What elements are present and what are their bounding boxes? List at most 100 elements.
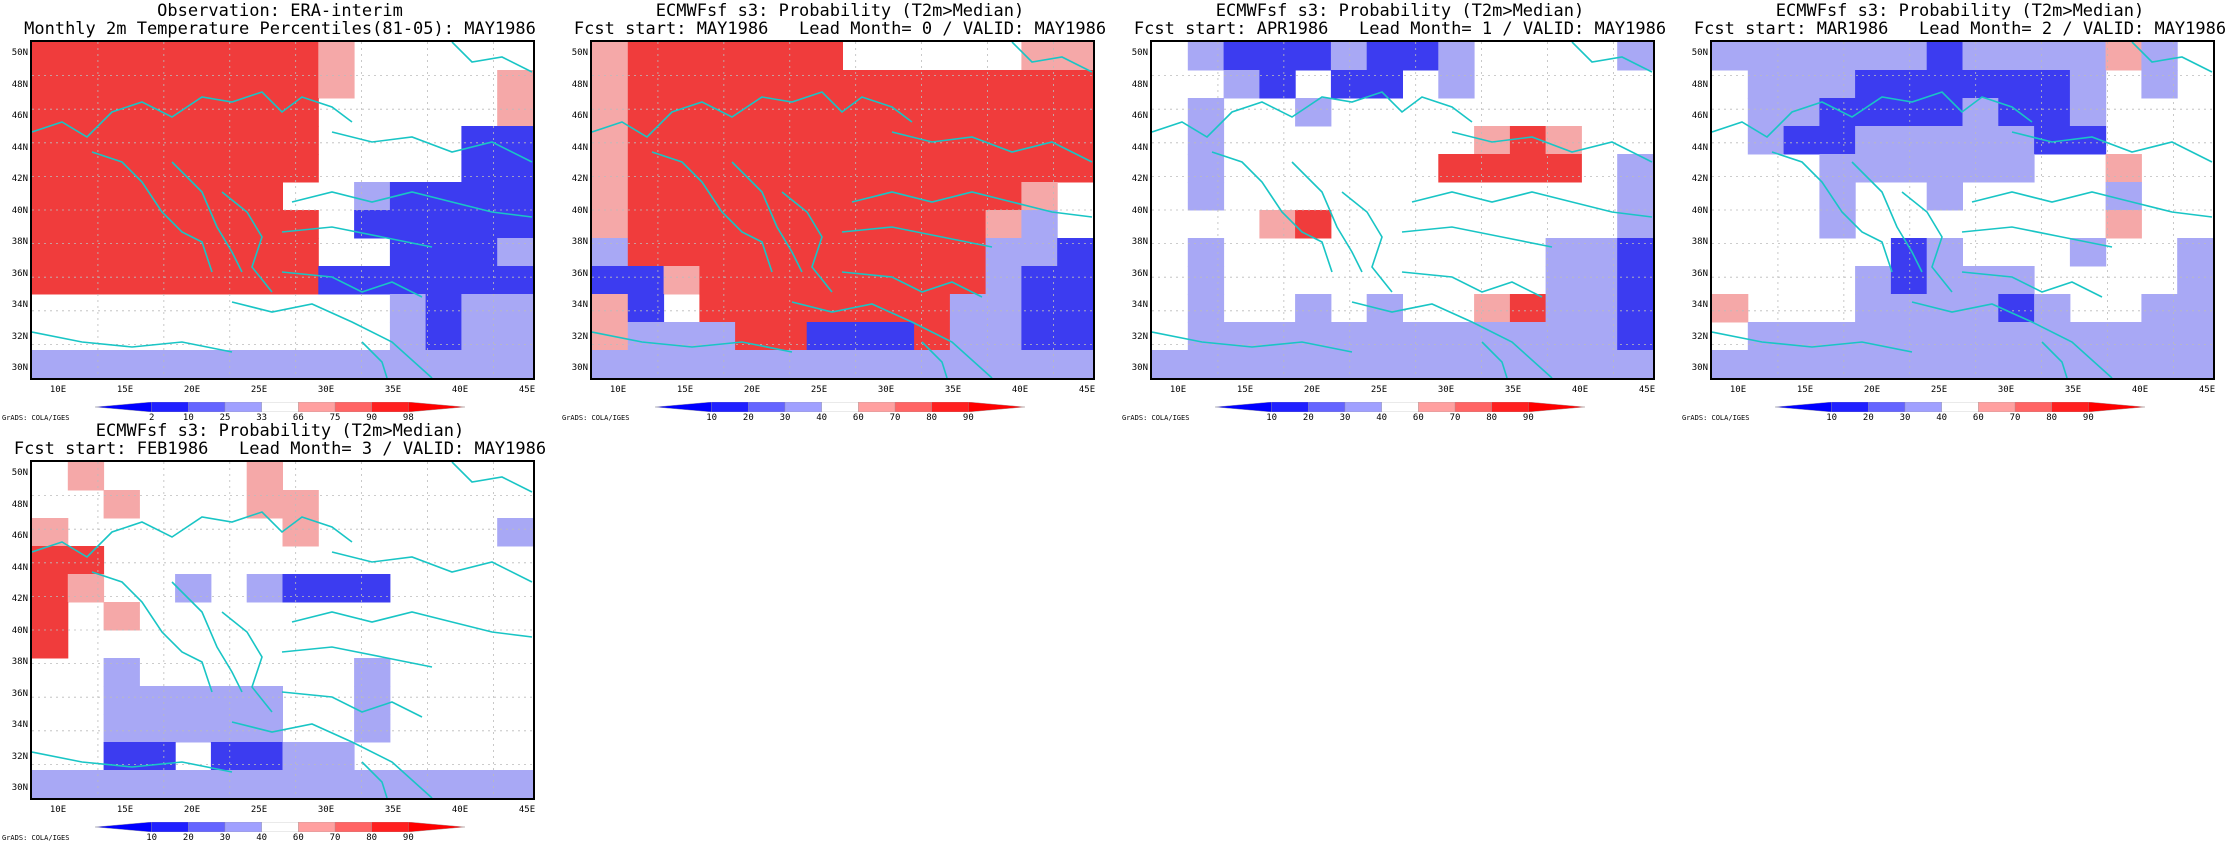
colorbar — [655, 402, 1025, 412]
grid-cell — [627, 42, 665, 71]
coastline — [361, 761, 388, 798]
colorbar-segment — [858, 402, 896, 412]
grid-cell — [1747, 98, 1785, 127]
grid-cell — [318, 742, 355, 771]
coastline — [32, 751, 233, 773]
grid-cell — [103, 714, 140, 743]
colorbar-segment — [968, 402, 1025, 412]
grid-cell — [1926, 126, 1963, 155]
grid-cell — [32, 182, 69, 211]
colorbar-segment — [95, 402, 152, 412]
longitude-label: 10E — [609, 385, 627, 395]
grid-cell — [914, 210, 951, 239]
grid-cell — [2177, 294, 2213, 323]
grid-cell — [1057, 70, 1093, 99]
latitude-label: 32N — [11, 751, 28, 762]
grid-cell — [103, 686, 140, 715]
grid-cell — [497, 182, 533, 211]
latitude-label: 30N — [11, 783, 28, 793]
grid-cell — [103, 70, 140, 99]
grid-cell — [246, 574, 283, 603]
colorbar — [95, 822, 465, 832]
latitude-label: 38N — [11, 237, 28, 247]
longitude-label: 45E — [2198, 385, 2216, 395]
grid-cell — [1021, 98, 1058, 127]
coastline — [2131, 42, 2213, 73]
grid-cell — [425, 322, 462, 351]
grid-cell — [1021, 154, 1058, 183]
grid-cell — [1617, 154, 1653, 183]
grid-cell — [497, 126, 533, 155]
grid-cell — [497, 322, 533, 351]
latitude-label: 44N — [571, 142, 588, 153]
grid-cell — [67, 210, 105, 239]
coastline — [231, 721, 433, 798]
grid-cell — [425, 238, 462, 267]
grid-cell — [67, 266, 105, 295]
grid-cell — [842, 126, 879, 155]
latitude-label: 32N — [11, 331, 28, 342]
grid-cell — [1581, 322, 1618, 351]
grid-cell — [1438, 70, 1475, 99]
grid-cell — [627, 266, 665, 295]
grid-cell — [103, 238, 140, 267]
grid-cell — [318, 70, 355, 99]
grid-cell — [1057, 266, 1093, 295]
latitude-label: 42N — [1691, 174, 1708, 184]
grid-cell — [842, 238, 879, 267]
longitude-label: 25E — [1370, 385, 1388, 395]
longitude-label: 40E — [1011, 385, 1029, 395]
coastline — [781, 191, 833, 293]
latitude-label: 36N — [571, 268, 588, 279]
grid-cell — [103, 126, 140, 155]
grid-cell — [592, 294, 629, 323]
grid-cell — [1998, 126, 2035, 155]
grid-cell — [175, 770, 212, 798]
colorbar-segment — [371, 402, 410, 412]
colorbar-segment — [188, 822, 226, 832]
grid-cell — [175, 714, 212, 743]
grid-cell — [497, 70, 533, 99]
grid-cell — [354, 686, 391, 715]
grid-cell — [497, 154, 533, 183]
grid-cell — [1057, 42, 1093, 71]
panel-title-line2: Fcst start: MAR1986 Lead Month= 2 / VALI… — [1693, 19, 2227, 39]
grid-cell — [32, 630, 69, 659]
grid-cell — [103, 658, 140, 687]
colorbar — [95, 402, 465, 412]
grid-cell — [806, 266, 843, 295]
grid-cell — [663, 98, 700, 127]
latitude-label: 42N — [11, 174, 28, 184]
longitude-label: 40E — [451, 805, 469, 815]
colorbar-segment — [298, 402, 336, 412]
grid-cell — [1962, 154, 1999, 183]
grid-cell — [878, 350, 915, 378]
colorbar-label: 40 — [1936, 413, 1948, 423]
grid-cell — [282, 770, 319, 798]
grid-cell — [1330, 42, 1368, 71]
grid-cell — [67, 126, 105, 155]
latitude-label: 30N — [1691, 363, 1708, 373]
grid-cell — [210, 770, 248, 798]
grid-cell — [389, 210, 427, 239]
grid-cell — [461, 350, 498, 378]
grid-cell — [2105, 210, 2142, 239]
grid-cell — [699, 266, 736, 295]
latitude-label: 40N — [1131, 205, 1148, 216]
grid-cell — [842, 154, 879, 183]
grid-cell — [735, 350, 772, 378]
grid-cell — [1926, 98, 1963, 127]
colorbar-label: 60 — [1412, 413, 1424, 423]
grid-cell — [806, 294, 843, 323]
grid-cell — [2034, 70, 2071, 99]
grid-cell — [1187, 266, 1225, 295]
grid-cell — [32, 42, 69, 71]
colorbar-segment — [894, 402, 933, 412]
grid-cell — [1259, 350, 1296, 378]
grid-cell — [210, 210, 248, 239]
colorbar-label: 20 — [182, 833, 194, 843]
longitude-label: 15E — [116, 805, 134, 815]
grid-cell — [1187, 98, 1225, 127]
grid-cell — [627, 238, 665, 267]
colorbar-label: 30 — [219, 833, 231, 843]
